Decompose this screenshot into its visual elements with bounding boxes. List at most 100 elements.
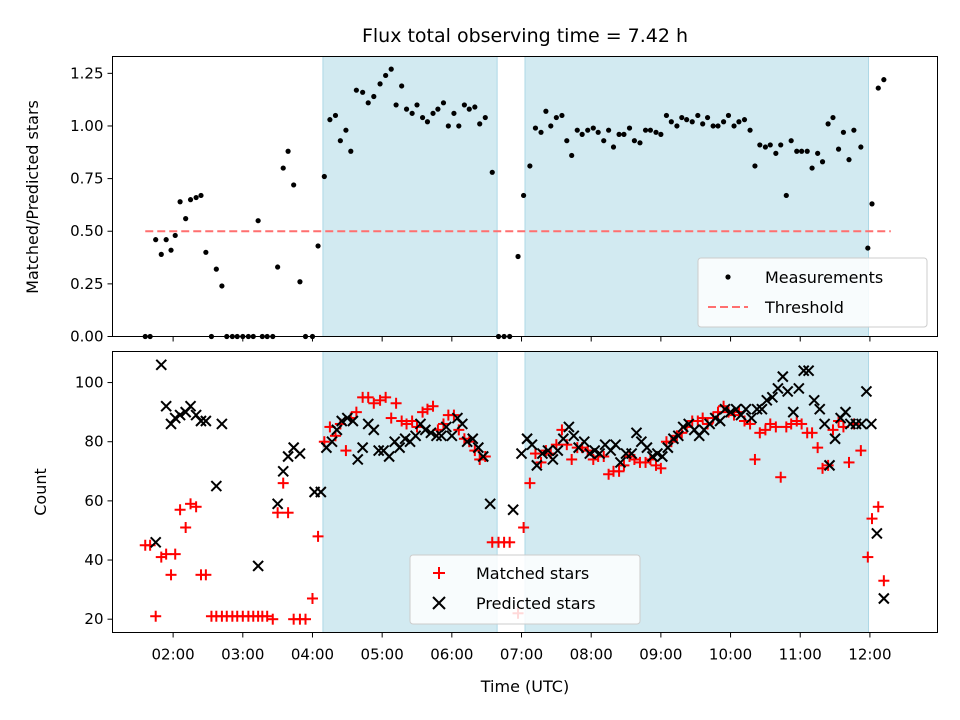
measurement-point bbox=[626, 125, 633, 131]
legend-measurements-marker bbox=[725, 274, 731, 280]
y-tick-label: 20 bbox=[84, 610, 103, 628]
chart-title: Flux total observing time = 7.42 h bbox=[362, 25, 688, 47]
matched-star-point bbox=[806, 427, 818, 439]
measurement-point bbox=[881, 77, 887, 83]
predicted-star-point bbox=[277, 465, 289, 478]
predicted-star-point bbox=[336, 415, 348, 427]
predicted-star-point bbox=[766, 391, 779, 404]
shaded-band bbox=[322, 56, 498, 337]
predicted-star-point bbox=[456, 418, 468, 430]
measurement-point bbox=[747, 127, 753, 133]
top-axes-frame bbox=[112, 56, 938, 337]
measurement-point bbox=[419, 114, 426, 121]
predicted-star-point bbox=[409, 430, 422, 442]
predicted-star-point bbox=[368, 424, 380, 436]
x-tick-label: 11:00 bbox=[779, 646, 822, 664]
measurement-point bbox=[616, 131, 622, 137]
measurement-point bbox=[851, 127, 857, 133]
matched-star-point bbox=[812, 442, 824, 454]
measurement-point bbox=[653, 129, 659, 135]
measurement-point bbox=[348, 148, 354, 154]
measurement-point bbox=[538, 129, 544, 135]
predicted-star-point bbox=[352, 453, 364, 466]
measurement-point bbox=[574, 127, 580, 133]
predicted-star-point bbox=[393, 441, 406, 454]
y-tick-label: 40 bbox=[84, 551, 103, 569]
matched-star-point bbox=[200, 569, 212, 581]
matched-star-point bbox=[277, 477, 289, 489]
measurement-point bbox=[564, 138, 570, 144]
predicted-star-point bbox=[542, 444, 554, 457]
predicted-star-point bbox=[761, 394, 773, 407]
predicted-star-point bbox=[719, 403, 731, 415]
predicted-star-point bbox=[823, 459, 836, 472]
top-x-ticks bbox=[172, 336, 871, 342]
measurement-point bbox=[414, 102, 420, 108]
predicted-star-point bbox=[630, 427, 643, 439]
measurement-point bbox=[461, 102, 467, 108]
measurement-point bbox=[527, 163, 533, 169]
bottom-x-axis: 02:00 03:00 04:00 05:00 06:00 07:00 08:00 09:00… bbox=[152, 632, 892, 664]
matched-star-point bbox=[340, 445, 352, 457]
predicted-star-point bbox=[419, 424, 432, 436]
bottom-panel: 20 40 60 80 100 02:00 03:00 04:00 05:00 06:00 07:… bbox=[31, 351, 938, 696]
matched-star-point bbox=[529, 448, 541, 460]
predicted-star-point bbox=[294, 447, 306, 460]
matched-star-point bbox=[504, 536, 516, 548]
predicted-star-point bbox=[777, 370, 789, 383]
matched-star-point bbox=[764, 418, 776, 430]
matched-star-point bbox=[524, 477, 536, 489]
x-tick-label: 05:00 bbox=[361, 646, 404, 664]
measurement-point bbox=[875, 85, 881, 91]
matched-star-point bbox=[165, 569, 177, 581]
top-panel: 0.00 0.25 0.50 0.75 1.00 1.25 Matched/Predict… bbox=[23, 56, 938, 346]
measurement-point bbox=[642, 127, 649, 133]
predicted-star-point bbox=[531, 459, 543, 472]
predicted-star-point bbox=[829, 433, 841, 445]
x-tick-label: 04:00 bbox=[291, 646, 334, 664]
y-tick-label: 80 bbox=[84, 433, 103, 451]
measurement-point bbox=[187, 197, 194, 203]
measurement-point bbox=[710, 123, 716, 129]
y-tick-label: 0.25 bbox=[70, 275, 103, 293]
matched-star-point bbox=[406, 415, 418, 427]
predicted-star-point bbox=[315, 486, 327, 498]
predicted-star-point bbox=[282, 450, 294, 463]
measurement-point bbox=[794, 148, 800, 154]
matched-star-point bbox=[380, 391, 392, 403]
legend-predicted-label: Predicted stars bbox=[476, 594, 596, 613]
x-tick-label: 07:00 bbox=[500, 646, 543, 664]
measurement-point bbox=[815, 150, 821, 156]
predicted-star-point bbox=[547, 453, 559, 466]
measurement-point bbox=[163, 237, 169, 243]
predicted-star-point bbox=[526, 438, 538, 451]
predicted-star-point bbox=[252, 560, 264, 572]
predicted-star-point bbox=[641, 441, 653, 454]
measurement-point bbox=[778, 142, 784, 148]
measurement-point bbox=[773, 150, 779, 156]
measurement-point bbox=[193, 194, 199, 201]
measurement-point bbox=[757, 142, 763, 148]
measurement-point bbox=[332, 112, 339, 119]
measurement-point bbox=[736, 119, 742, 125]
measurement-point bbox=[569, 152, 575, 159]
measurement-point bbox=[684, 117, 690, 123]
measurement-point bbox=[658, 131, 664, 137]
predicted-star-point bbox=[472, 441, 485, 454]
measurement-point bbox=[731, 123, 737, 129]
predicted-stars-points bbox=[149, 359, 890, 605]
bottom-axes-frame bbox=[112, 351, 938, 633]
predicted-star-point bbox=[326, 436, 338, 448]
predicted-star-point bbox=[271, 498, 284, 510]
predicted-star-point bbox=[341, 412, 354, 424]
predicted-star-point bbox=[557, 433, 570, 445]
predicted-star-point bbox=[347, 415, 359, 427]
measurement-point bbox=[679, 114, 685, 121]
predicted-star-point bbox=[484, 498, 496, 510]
matched-star-point bbox=[754, 427, 766, 439]
measurement-point bbox=[172, 232, 178, 239]
legend-measurements-label: Measurements bbox=[765, 268, 883, 287]
measurement-point bbox=[606, 127, 612, 133]
predicted-star-point bbox=[772, 382, 784, 395]
predicted-star-point bbox=[740, 403, 752, 415]
